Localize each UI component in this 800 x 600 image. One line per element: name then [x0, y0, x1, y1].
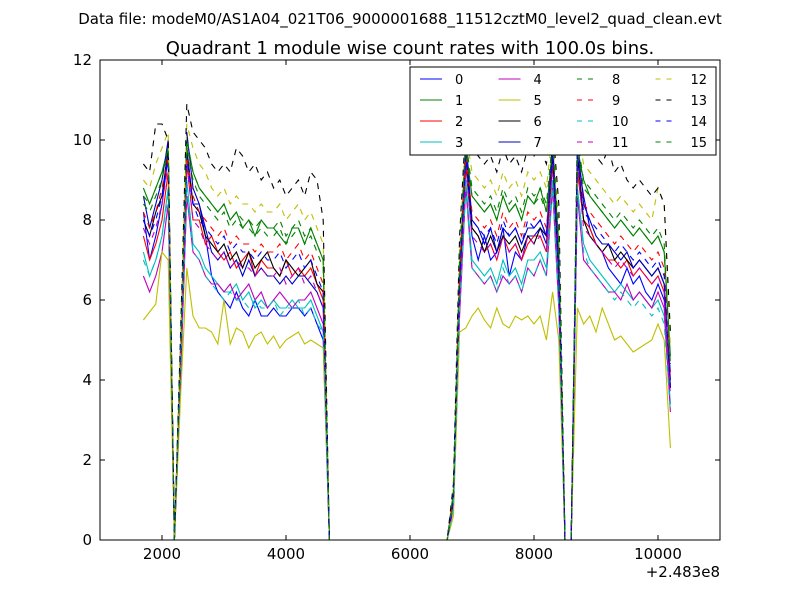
series-line-4: [142, 187, 671, 540]
series-line-5: [142, 250, 671, 540]
legend-label-14: 14: [691, 115, 708, 130]
legend-label-3: 3: [455, 136, 463, 151]
legend-label-4: 4: [534, 73, 542, 88]
legend-label-6: 6: [534, 115, 542, 130]
x-tick-label-3: 8000: [515, 545, 553, 563]
y-tick-label-0: 0: [82, 531, 92, 549]
plot-frame: [99, 59, 721, 541]
x-tick-label-0: 2000: [143, 545, 181, 563]
series-line-8: [142, 147, 671, 540]
legend-label-12: 12: [691, 73, 708, 88]
y-tick-label-3: 6: [82, 291, 92, 309]
series-line-12: [142, 123, 671, 540]
series-line-7: [142, 131, 671, 540]
legend-label-11: 11: [612, 136, 629, 151]
series-line-1: [142, 139, 671, 540]
series-line-13: [142, 103, 671, 540]
legend-label-9: 9: [612, 94, 620, 109]
series-layer: [142, 103, 671, 540]
series-line-15: [142, 139, 671, 540]
legend-label-7: 7: [534, 136, 542, 151]
series-line-11: [142, 163, 671, 540]
y-tick-label-2: 4: [82, 371, 92, 389]
chart-suptitle: Data file: modeM0/AS1A04_021T06_90000016…: [78, 10, 722, 29]
legend-label-1: 1: [455, 94, 463, 109]
y-tick-label-5: 10: [73, 131, 92, 149]
series-line-9: [142, 155, 671, 540]
series-line-2: [142, 163, 671, 540]
series-line-6: [142, 147, 671, 540]
legend-label-2: 2: [455, 115, 463, 130]
x-axis-offset-label: +2.483e8: [646, 563, 720, 581]
legend-label-15: 15: [691, 136, 708, 151]
legend-label-0: 0: [455, 73, 463, 88]
legend-label-10: 10: [612, 115, 629, 130]
legend-label-5: 5: [534, 94, 542, 109]
legend-label-13: 13: [691, 94, 708, 109]
x-tick-label-2: 6000: [391, 545, 429, 563]
y-tick-label-4: 8: [82, 211, 92, 229]
series-line-3: [142, 179, 671, 540]
legend-box: [409, 66, 717, 156]
series-line-10: [142, 187, 671, 540]
chart-title: Quadrant 1 module wise count rates with …: [166, 38, 655, 59]
x-tick-label-4: 10000: [634, 545, 682, 563]
y-tick-label-6: 12: [73, 51, 92, 69]
legend-label-8: 8: [612, 73, 620, 88]
y-tick-label-1: 2: [82, 451, 92, 469]
x-tick-label-1: 4000: [267, 545, 305, 563]
